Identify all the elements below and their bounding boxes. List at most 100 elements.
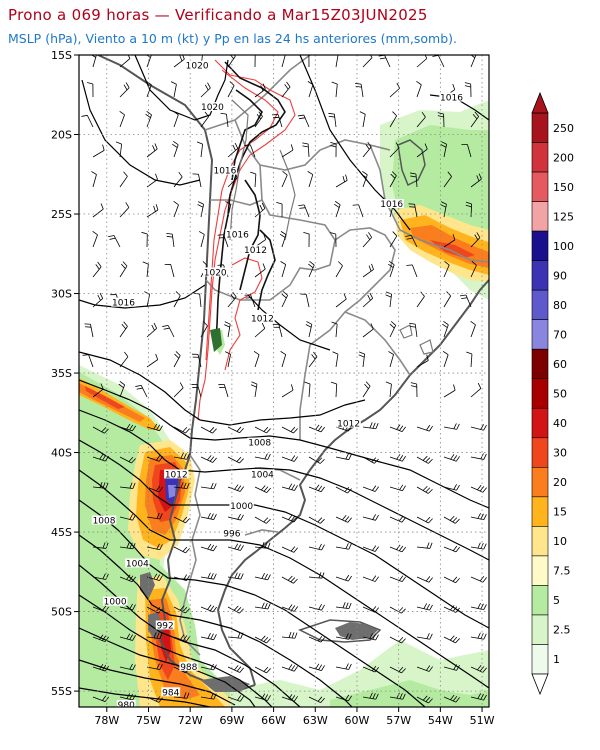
wind-barb: [335, 55, 339, 68]
wind-barb: [146, 143, 158, 158]
map-title: Prono a 069 horas — Verificando a Mar15Z…: [8, 6, 428, 24]
wind-barb: [146, 543, 163, 551]
wind-barb: [362, 141, 372, 158]
wind-barb: [254, 485, 271, 494]
wind-barb: [416, 291, 425, 308]
colorbar-swatch: [531, 319, 549, 350]
wind-barb: [303, 231, 310, 248]
wind-barb: [254, 573, 271, 581]
wind-barb: [442, 351, 449, 368]
colorbar-label: 40: [553, 417, 567, 430]
wind-barb: [92, 261, 102, 278]
wind-barb: [362, 456, 379, 464]
wind-barb: [254, 453, 271, 460]
wind-barb: [217, 234, 229, 248]
wind-barb: [359, 111, 366, 128]
isobar-label: 1012: [251, 315, 274, 325]
wind-barb: [250, 171, 257, 188]
colorbar-swatch: [531, 467, 549, 498]
terrain-contours: [214, 61, 286, 351]
wind-barb: [119, 603, 136, 611]
wind-barb: [281, 171, 288, 188]
wind-barb: [254, 55, 256, 68]
wind-barb: [90, 55, 97, 68]
wind-barb: [119, 171, 128, 188]
wind-barb: [280, 351, 287, 368]
wind-barb: [200, 543, 217, 552]
colorbar-swatch: [531, 555, 549, 586]
lon-tick-label: 54W: [428, 714, 453, 727]
isobar-label-bg: [125, 558, 150, 568]
wind-barb: [470, 382, 482, 398]
wind-barb: [200, 111, 210, 128]
isobar-label: 1016: [380, 200, 403, 210]
wind-barb: [297, 114, 310, 128]
wind-barb: [409, 322, 418, 338]
wind-barb: [335, 514, 352, 523]
wind-barb: [470, 632, 487, 640]
lon-tick-label: 78W: [94, 714, 119, 727]
wind-barb: [224, 321, 231, 338]
wind-barb: [416, 55, 428, 68]
wind-barb: [227, 426, 244, 434]
wind-barb: [335, 486, 352, 494]
wind-barb: [362, 422, 379, 430]
wind-barb: [335, 633, 352, 640]
wind-barb: [308, 55, 310, 68]
wind-barb: [119, 663, 136, 671]
wind-barb: [335, 543, 352, 550]
wind-barb: [362, 323, 374, 338]
wind-barb: [200, 455, 217, 463]
lat-tick-label: 30S: [51, 288, 72, 301]
terrain-contours-gray: [229, 99, 434, 355]
isobar-label-bg: [111, 297, 136, 307]
wind-barb: [170, 81, 177, 98]
colorbar-swatch: [531, 142, 549, 173]
isobar-label-bg: [225, 229, 250, 239]
wind-barb: [254, 322, 266, 338]
isobar-label: 1020: [186, 62, 209, 72]
wind-barb: [389, 424, 406, 433]
wind-barb: [443, 545, 460, 553]
wind-barb: [119, 482, 136, 489]
wind-barb: [173, 351, 181, 368]
wind-barb: [225, 351, 231, 368]
wind-barb: [389, 516, 406, 523]
wind-barb: [416, 81, 422, 98]
wind-barb: [227, 456, 244, 464]
wind-barb: [308, 543, 325, 551]
wind-barb: [115, 141, 123, 158]
wind-barb: [281, 631, 298, 639]
colorbar-label: 250: [553, 122, 574, 135]
wind-barb: [254, 602, 271, 610]
wind-barb: [352, 204, 364, 218]
wind-barb: [389, 321, 397, 338]
wind-barb: [443, 261, 450, 278]
colorbar-bottom-arrow: [531, 673, 549, 696]
wind-barb: [146, 632, 163, 640]
wind-barb: [272, 114, 283, 128]
colorbar-label: 2.5: [553, 624, 571, 637]
wind-barb: [442, 321, 449, 338]
wind-barb: [362, 575, 379, 582]
lat-tick-label: 55S: [51, 685, 72, 698]
colorbar-swatch: [531, 230, 549, 261]
wind-barb: [331, 81, 338, 98]
wind-barb: [146, 512, 163, 520]
wind-barb: [281, 575, 298, 584]
wind-barb: [197, 201, 204, 218]
wind-barb: [172, 141, 179, 158]
wind-barb: [470, 173, 482, 188]
wind-barb: [443, 635, 460, 644]
wind-barb: [164, 263, 175, 278]
wind-barb: [361, 171, 368, 188]
isobar-label: 1004: [126, 559, 149, 569]
lat-lon-grid: [79, 55, 489, 707]
wind-barb: [119, 55, 131, 68]
wind-barb: [276, 202, 283, 218]
colorbar-label: 30: [553, 447, 567, 460]
wind-barb: [388, 351, 394, 368]
wind-barb: [329, 232, 337, 248]
colorbar-swatch: [531, 585, 549, 616]
isobar-label-bg: [164, 469, 189, 479]
